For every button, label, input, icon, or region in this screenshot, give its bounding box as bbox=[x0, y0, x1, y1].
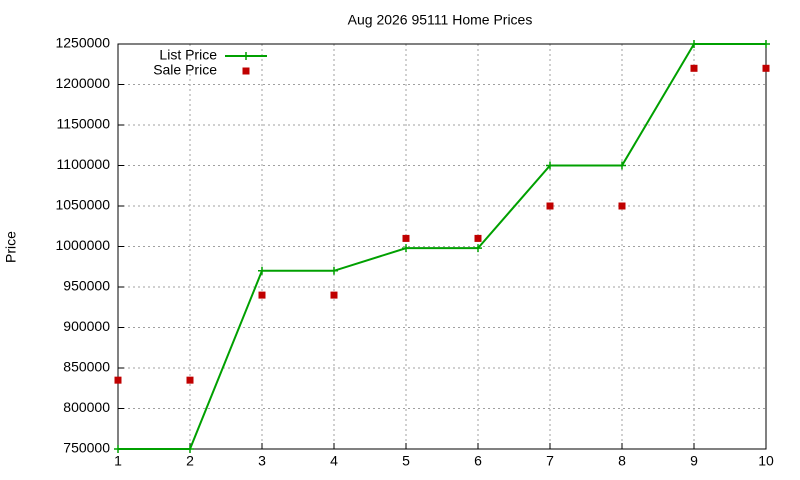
point-marker bbox=[402, 244, 410, 253]
point-marker bbox=[618, 161, 626, 170]
point-marker bbox=[762, 64, 770, 72]
point-marker bbox=[330, 266, 338, 275]
x-tick-label: 7 bbox=[546, 453, 554, 469]
x-tick-label: 1 bbox=[114, 453, 122, 469]
y-tick-label: 1000000 bbox=[55, 237, 110, 253]
point-marker bbox=[690, 64, 698, 72]
point-marker bbox=[402, 234, 410, 242]
chart-title: Aug 2026 95111 Home Prices bbox=[348, 12, 533, 28]
x-tick-label: 4 bbox=[330, 453, 338, 469]
x-tick-label: 6 bbox=[474, 453, 482, 469]
y-tick-label: 1250000 bbox=[55, 35, 110, 51]
point-marker bbox=[546, 202, 554, 210]
x-tick-label: 8 bbox=[618, 453, 626, 469]
legend-marker bbox=[242, 67, 250, 75]
y-tick-label: 750000 bbox=[63, 440, 110, 456]
point-marker bbox=[114, 445, 122, 453]
x-tick-label: 9 bbox=[690, 453, 698, 469]
y-tick-label: 900000 bbox=[63, 318, 110, 334]
point-marker bbox=[690, 40, 698, 48]
point-marker bbox=[330, 291, 338, 299]
point-marker bbox=[258, 266, 266, 275]
legend-label: List Price bbox=[159, 47, 217, 63]
series-line bbox=[118, 43, 766, 450]
plot-frame bbox=[117, 43, 767, 450]
y-tick-label: 850000 bbox=[63, 359, 110, 375]
point-marker bbox=[258, 291, 266, 299]
point-marker bbox=[474, 234, 482, 242]
point-marker bbox=[546, 161, 554, 170]
legend-label: Sale Price bbox=[153, 62, 217, 78]
point-marker bbox=[618, 202, 626, 210]
y-tick-label: 800000 bbox=[63, 399, 110, 415]
point-marker bbox=[474, 244, 482, 253]
y-tick-label: 1150000 bbox=[57, 116, 111, 132]
y-tick-label: 1200000 bbox=[55, 75, 110, 91]
x-tick-label: 2 bbox=[186, 453, 194, 469]
y-tick-label: 950000 bbox=[63, 278, 110, 294]
point-marker bbox=[762, 40, 770, 48]
x-tick-label: 10 bbox=[758, 453, 774, 469]
y-tick-label: 1050000 bbox=[55, 197, 110, 213]
y-tick-label: 1100000 bbox=[57, 156, 111, 172]
y-axis-label: Price bbox=[3, 231, 19, 263]
legend-marker bbox=[242, 52, 250, 60]
x-tick-label: 3 bbox=[258, 453, 266, 469]
point-marker bbox=[186, 376, 194, 384]
x-tick-label: 5 bbox=[402, 453, 410, 469]
point-marker bbox=[114, 376, 122, 384]
point-marker bbox=[186, 445, 194, 453]
